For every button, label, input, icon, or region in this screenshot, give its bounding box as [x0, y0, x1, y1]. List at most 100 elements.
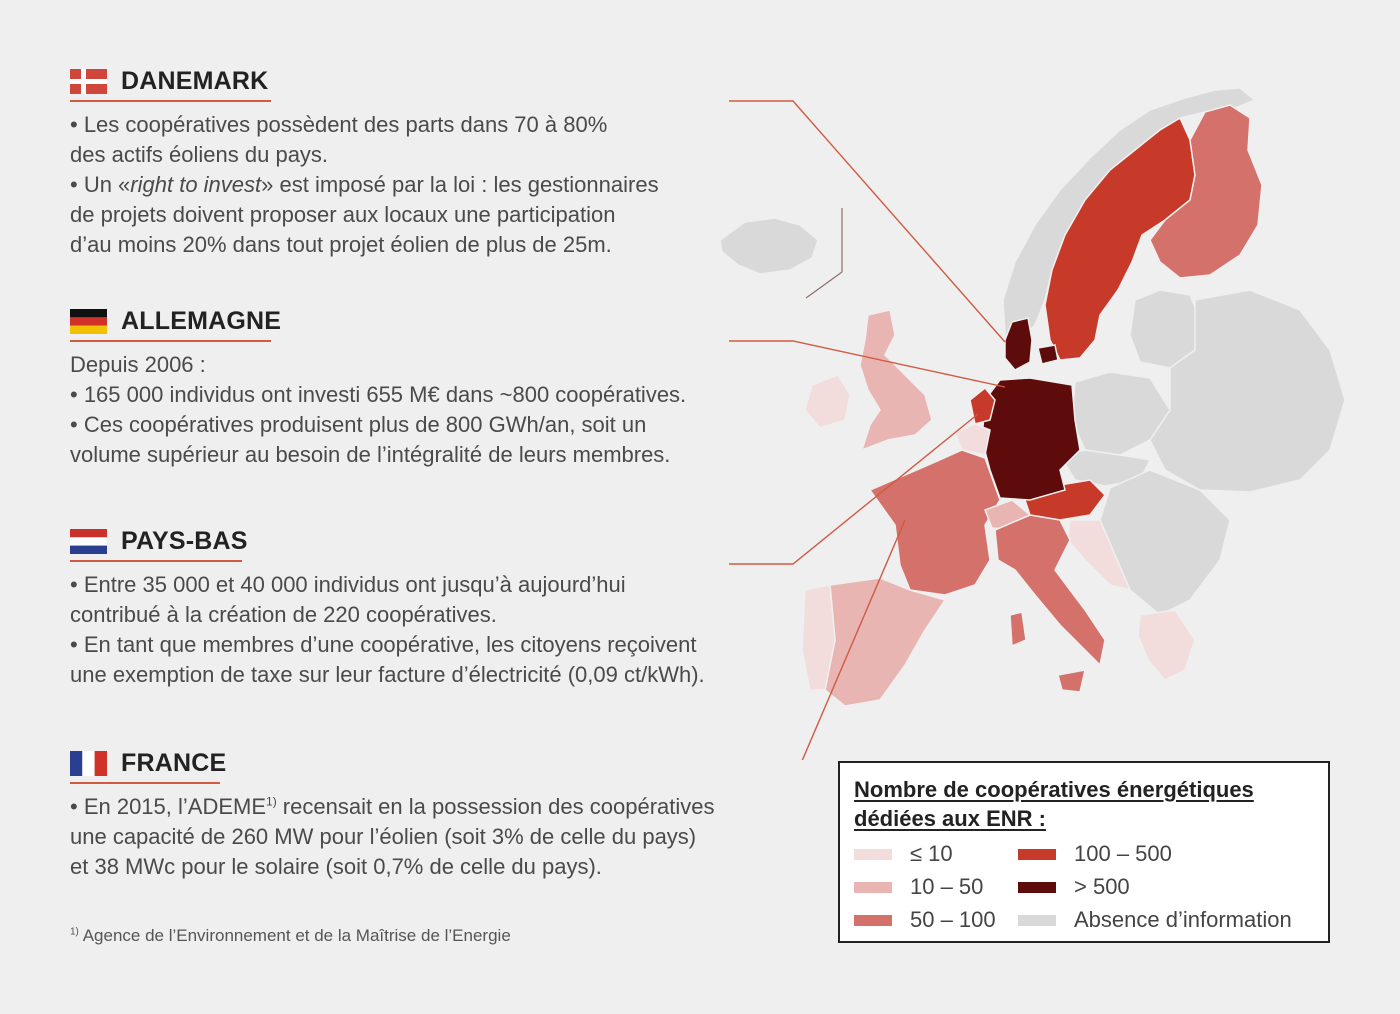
legend-item: > 500 [1018, 874, 1130, 900]
text-line: • 165 000 individus ont investi 655 M€ d… [70, 382, 687, 407]
bullet-item: • Les coopératives possèdent des parts d… [70, 110, 659, 170]
text-span: • Un « [70, 172, 131, 197]
legend-item: 10 – 50 [854, 874, 983, 900]
heading-underline [70, 340, 271, 342]
legend-item: Absence d’information [1018, 907, 1292, 933]
text-line: • Les coopératives possèdent des parts d… [70, 112, 608, 137]
footnote-marker: 1) [266, 794, 277, 809]
heading-underline [70, 782, 220, 784]
text-line: d’au moins 20% dans tout projet éolien d… [70, 232, 612, 257]
legend-title: Nombre de coopératives énergétiques [854, 777, 1254, 802]
country-heading-france: FRANCE [70, 748, 715, 778]
france-flag-icon [70, 750, 107, 776]
text-span: recensait en la possession des coopérati… [276, 794, 715, 819]
map-country-denmark [1004, 317, 1033, 371]
connector-lines [729, 100, 1006, 760]
legend-swatch [1018, 848, 1056, 860]
country-heading-paysbas: PAYS-BAS [70, 526, 705, 556]
text-span: • En 2015, l’ADEME [70, 794, 267, 819]
iceland-divider [805, 271, 843, 299]
connector-france [801, 519, 906, 760]
map-country-ireland [804, 374, 851, 429]
text-line: volume supérieur au besoin de l’intégral… [70, 442, 671, 467]
section-text: • Entre 35 000 et 40 000 individus ont j… [70, 570, 705, 690]
section-france: FRANCE • En 2015, l’ADEME1) recensait en… [70, 748, 715, 882]
section-danemark: DANEMARK • Les coopératives possèdent de… [70, 66, 659, 260]
footnote-mark: 1) [70, 926, 79, 938]
legend-swatch [854, 881, 892, 893]
text-line: • Un «right to invest» est imposé par la… [70, 170, 659, 200]
text-line: une exemption de taxe sur leur facture d… [70, 662, 705, 687]
text-line: • En 2015, l’ADEME1) recensait en la pos… [70, 792, 715, 822]
legend-label: > 500 [1074, 874, 1130, 899]
legend-item: 100 – 500 [1018, 841, 1172, 867]
bullet-item: • 165 000 individus ont investi 655 M€ d… [70, 380, 686, 410]
footnote-text: Agence de l’Environnement et de la Maîtr… [78, 926, 511, 945]
europe-map [719, 87, 1346, 760]
map-country-belarus-ukraine [1149, 289, 1346, 493]
text-line: • Ces coopératives produisent plus de 80… [70, 412, 647, 437]
section-paysbas: PAYS-BAS • Entre 35 000 et 40 000 indivi… [70, 526, 705, 690]
intro-line: Depuis 2006 : [70, 352, 206, 377]
legend-swatch [1018, 881, 1056, 893]
connector-danemark [729, 100, 1006, 343]
map-country-italy [994, 514, 1106, 667]
bullet-item: • Un «right to invest» est imposé par la… [70, 170, 659, 260]
text-line: contribué à la création de 220 coopérati… [70, 602, 497, 627]
text-span: » est imposé par la loi : les gestionnai… [261, 172, 659, 197]
legend-item: 50 – 100 [854, 907, 996, 933]
text-line: • En tant que membres d’une coopérative,… [70, 632, 697, 657]
map-country-sardinia [1009, 611, 1027, 648]
heading-underline [70, 560, 242, 562]
country-heading-allemagne: ALLEMAGNE [70, 306, 686, 336]
italic-phrase: right to invest [130, 172, 262, 197]
country-name: FRANCE [121, 748, 227, 777]
section-text: • En 2015, l’ADEME1) recensait en la pos… [70, 792, 715, 882]
map-country-germany [981, 377, 1081, 501]
netherlands-flag-icon [70, 528, 107, 554]
text-line: des actifs éoliens du pays. [70, 142, 329, 167]
footnote: 1) Agence de l’Environnement et de la Ma… [70, 926, 511, 946]
map-country-spain [824, 577, 947, 707]
connector-paysbas [729, 413, 979, 565]
heading-underline [70, 100, 271, 102]
connector-allemagne [729, 340, 1006, 388]
bullet-item: • En tant que membres d’une coopérative,… [70, 630, 705, 690]
map-country-denmark-islands [1037, 344, 1059, 365]
country-name: PAYS-BAS [121, 526, 248, 555]
germany-flag-icon [70, 308, 107, 334]
text-line: de projets doivent proposer aux locaux u… [70, 202, 616, 227]
section-allemagne: ALLEMAGNE Depuis 2006 : • 165 000 indivi… [70, 306, 686, 470]
map-country-sicily [1057, 669, 1086, 693]
legend-swatch [854, 914, 892, 926]
map-country-balkans [1099, 469, 1231, 616]
map-country-france [868, 449, 1001, 596]
map-country-portugal [801, 584, 836, 691]
legend-label: ≤ 10 [910, 841, 953, 866]
legend-item: ≤ 10 [854, 841, 953, 867]
country-name: DANEMARK [121, 66, 269, 95]
text-line: une capacité de 260 MW pour l’éolien (so… [70, 824, 697, 849]
bullet-item: • Ces coopératives produisent plus de 80… [70, 410, 686, 470]
bullet-item: • Entre 35 000 et 40 000 individus ont j… [70, 570, 705, 630]
text-line: et 38 MWc pour le solaire (soit 0,7% de … [70, 854, 602, 879]
section-text: • Les coopératives possèdent des parts d… [70, 110, 659, 260]
text-line: • Entre 35 000 et 40 000 individus ont j… [70, 572, 626, 597]
legend-title: dédiées aux ENR : [854, 806, 1046, 831]
legend-label: 50 – 100 [910, 907, 996, 932]
section-text: Depuis 2006 : • 165 000 individus ont in… [70, 350, 686, 470]
map-country-greece [1137, 609, 1196, 681]
map-country-belgium [954, 423, 991, 456]
legend-label: Absence d’information [1074, 907, 1292, 932]
country-heading-danemark: DANEMARK [70, 66, 659, 96]
denmark-flag-icon [70, 68, 107, 94]
map-country-iceland [719, 217, 819, 275]
map-country-finland [1149, 104, 1263, 279]
legend-label: 100 – 500 [1074, 841, 1172, 866]
map-country-uk [859, 309, 933, 452]
legend-swatch [1018, 914, 1056, 926]
map-country-croatia [1067, 519, 1132, 592]
country-name: ALLEMAGNE [121, 306, 282, 335]
legend-label: 10 – 50 [910, 874, 984, 899]
legend: Nombre de coopératives énergétiques dédi… [838, 761, 1330, 943]
